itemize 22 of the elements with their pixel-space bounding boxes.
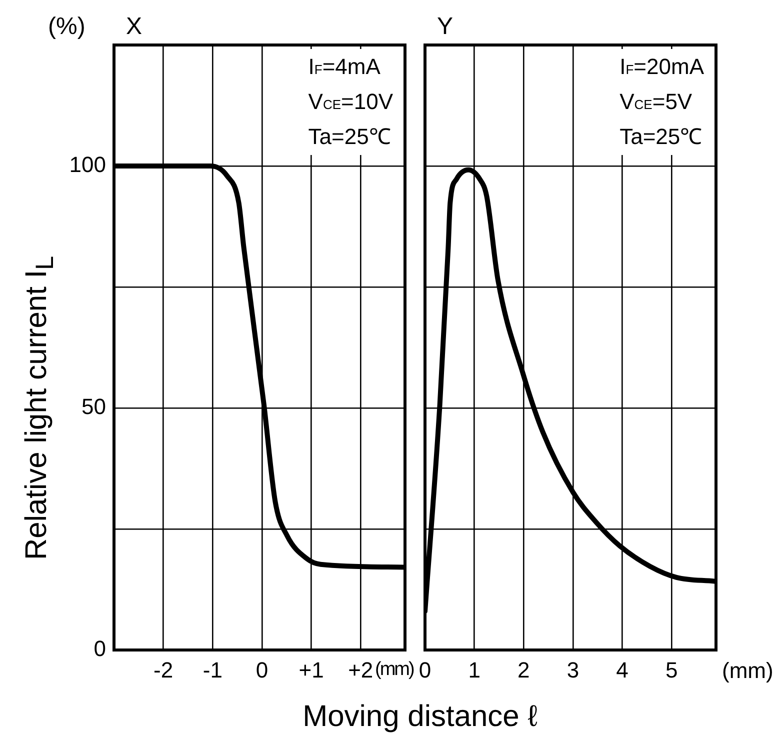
x-tick-label: 3: [566, 657, 580, 682]
annotation: Ta=25℃: [620, 123, 704, 151]
text: (mm): [375, 659, 414, 680]
text: (%): [48, 13, 86, 40]
chart-title: Y: [437, 13, 454, 40]
annotation: Ta=25℃: [308, 123, 392, 151]
x-tick-label: 5: [665, 657, 678, 682]
x-tick-label: 0: [418, 657, 432, 682]
x-tick-label: -1: [202, 657, 222, 682]
y-tick-label: 100: [69, 152, 106, 178]
y-tick-label: 50: [82, 394, 106, 420]
x-tick-label: 4: [616, 657, 628, 682]
x-tick-label: 0: [256, 657, 268, 682]
chart-title: X: [126, 13, 142, 40]
x-tick-label: -2: [154, 657, 174, 682]
y-tick-label: 0: [94, 636, 106, 662]
x-tick-label: +1: [298, 657, 324, 682]
text: (mm): [722, 658, 774, 683]
x-axis-title: Moving distance ℓ: [302, 700, 538, 733]
x-tick-label: +2: [348, 657, 374, 682]
x-tick-label: 1: [468, 657, 480, 682]
x-tick-label: 2: [518, 657, 530, 682]
